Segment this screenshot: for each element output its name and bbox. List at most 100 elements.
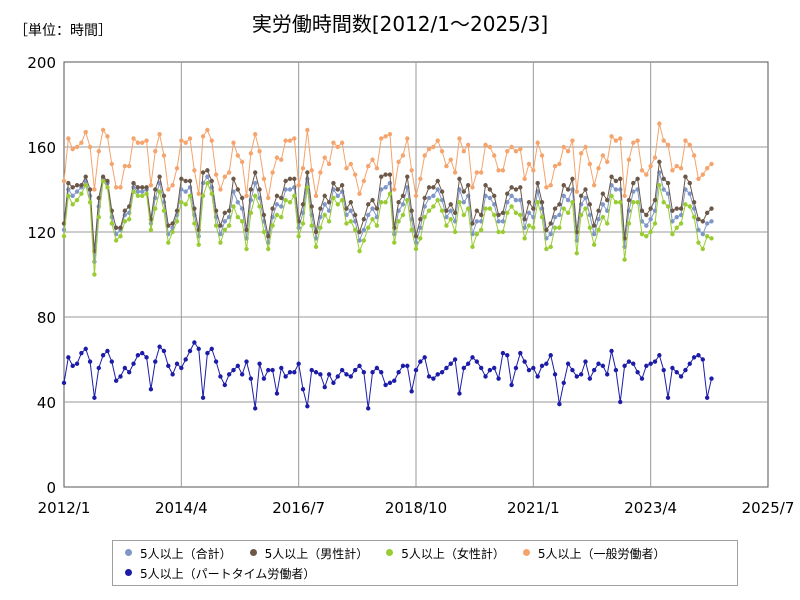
data-point: [209, 191, 214, 196]
series-3: [61, 178, 714, 277]
data-point: [631, 361, 636, 366]
data-point: [274, 212, 280, 218]
data-point: [561, 380, 566, 386]
data-point: [179, 200, 184, 205]
data-point: [374, 206, 380, 211]
data-point: [131, 180, 136, 186]
data-point: [196, 191, 201, 196]
data-point: [709, 219, 714, 224]
data-point: [66, 187, 71, 192]
data-point: [400, 363, 406, 369]
data-point: [505, 200, 510, 205]
data-point: [487, 144, 493, 150]
y-tick-label: 120: [27, 224, 56, 242]
data-point: [661, 367, 666, 373]
data-point: [409, 389, 414, 394]
data-point: [426, 185, 432, 190]
data-point: [431, 376, 436, 381]
data-point: [96, 195, 101, 201]
data-point: [613, 187, 619, 192]
data-point: [492, 153, 497, 158]
data-point: [309, 168, 314, 173]
data-point: [478, 227, 484, 233]
data-point: [274, 193, 280, 199]
data-point: [522, 359, 527, 364]
data-point: [613, 200, 619, 205]
data-point: [596, 217, 601, 222]
data-point: [352, 367, 358, 373]
data-point: [183, 140, 188, 145]
data-point: [648, 206, 653, 211]
data-point: [231, 140, 236, 145]
data-point: [492, 212, 497, 218]
data-point: [474, 359, 480, 364]
legend-marker-icon: [246, 548, 262, 558]
data-point: [465, 183, 471, 188]
data-point: [126, 204, 132, 209]
data-point: [487, 206, 493, 211]
data-point: [279, 365, 284, 371]
data-point: [605, 197, 610, 203]
data-point: [522, 176, 527, 182]
data-point: [144, 138, 149, 143]
data-point: [205, 127, 210, 133]
data-point: [226, 223, 232, 228]
data-point: [652, 197, 658, 203]
data-point: [578, 212, 584, 218]
data-point: [300, 387, 306, 392]
data-point: [444, 223, 449, 228]
data-point: [704, 221, 710, 226]
data-point: [257, 187, 262, 192]
data-point: [678, 221, 684, 226]
data-point: [613, 178, 619, 184]
data-point: [235, 363, 241, 369]
data-point: [405, 197, 410, 203]
data-point: [352, 227, 358, 233]
y-tick-label: 40: [37, 394, 56, 412]
data-point: [687, 142, 692, 148]
data-point: [379, 174, 384, 179]
data-point: [622, 363, 627, 369]
data-point: [153, 359, 158, 364]
data-point: [578, 372, 584, 377]
data-point: [409, 168, 414, 173]
data-point: [174, 361, 180, 366]
x-tick-label: 2014/4: [155, 499, 208, 517]
data-point: [248, 187, 254, 192]
data-point: [100, 174, 106, 179]
data-point: [487, 187, 493, 192]
data-point: [591, 183, 597, 188]
data-point: [413, 367, 419, 373]
data-point: [239, 372, 245, 377]
data-point: [109, 221, 115, 226]
data-point: [470, 221, 475, 226]
data-point: [187, 348, 193, 354]
data-point: [192, 206, 197, 211]
data-point: [492, 365, 497, 371]
data-point: [92, 272, 97, 277]
data-point: [270, 206, 275, 211]
data-point: [670, 365, 675, 371]
data-point: [622, 257, 627, 262]
data-point: [348, 200, 354, 205]
data-point: [183, 202, 188, 207]
data-point: [226, 372, 232, 377]
data-point: [105, 134, 110, 139]
data-point: [209, 346, 214, 352]
data-point: [548, 353, 553, 358]
data-point: [387, 132, 393, 137]
data-point: [153, 206, 158, 211]
data-point: [539, 200, 545, 205]
data-point: [448, 157, 453, 162]
data-point: [157, 174, 162, 179]
data-point: [413, 193, 419, 199]
data-point: [500, 350, 506, 356]
data-point: [426, 195, 432, 201]
data-point: [526, 367, 532, 373]
data-point: [322, 193, 327, 199]
data-point: [683, 202, 688, 207]
data-point: [70, 202, 75, 207]
data-point: [253, 132, 258, 137]
data-point: [405, 363, 410, 369]
